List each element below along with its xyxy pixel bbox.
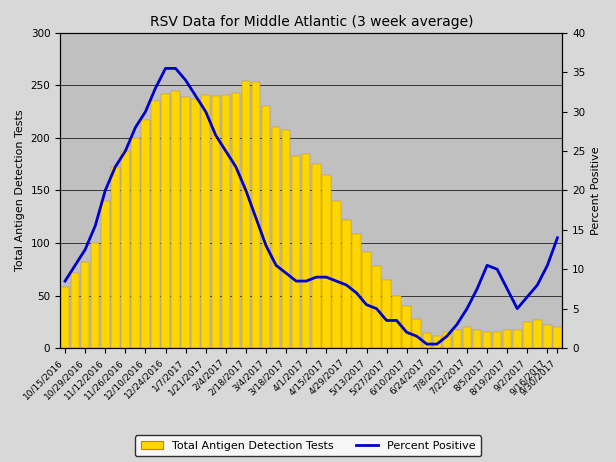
Y-axis label: Percent Positive: Percent Positive (591, 146, 601, 235)
Bar (61, 287, 70, 348)
Bar (302, 154, 310, 348)
Bar (81, 262, 89, 348)
Bar (282, 129, 290, 348)
Bar (453, 330, 461, 348)
Bar (493, 332, 501, 348)
Bar (232, 93, 240, 348)
Bar (211, 96, 220, 348)
Bar (423, 333, 431, 348)
Bar (533, 320, 541, 348)
Bar (131, 138, 140, 348)
Y-axis label: Total Antigen Detection Tests: Total Antigen Detection Tests (15, 109, 25, 271)
Bar (352, 234, 361, 348)
Bar (91, 243, 99, 348)
Bar (141, 120, 150, 348)
Bar (252, 82, 260, 348)
Bar (181, 97, 190, 348)
Bar (262, 106, 270, 348)
Bar (342, 220, 351, 348)
Bar (383, 280, 391, 348)
Bar (192, 99, 200, 348)
Bar (312, 164, 320, 348)
Bar (222, 95, 230, 348)
Bar (272, 128, 280, 348)
Bar (171, 91, 180, 348)
Bar (322, 175, 331, 348)
Bar (241, 81, 250, 348)
Bar (201, 95, 210, 348)
Bar (151, 101, 160, 348)
Title: RSV Data for Middle Atlantic (3 week average): RSV Data for Middle Atlantic (3 week ave… (150, 15, 473, 29)
Bar (292, 156, 301, 348)
Bar (101, 201, 110, 348)
Bar (372, 266, 381, 348)
Legend: Total Antigen Detection Tests, Percent Positive: Total Antigen Detection Tests, Percent P… (135, 435, 481, 456)
Bar (432, 336, 441, 348)
Bar (543, 325, 552, 348)
Bar (121, 151, 129, 348)
Bar (161, 94, 170, 348)
Bar (463, 327, 471, 348)
Bar (71, 274, 79, 348)
Bar (553, 327, 562, 348)
Bar (483, 332, 492, 348)
Bar (111, 167, 120, 348)
Bar (392, 296, 401, 348)
Bar (473, 330, 481, 348)
Bar (332, 201, 341, 348)
Bar (443, 332, 451, 348)
Bar (362, 252, 371, 348)
Bar (513, 330, 522, 348)
Bar (413, 319, 421, 348)
Bar (402, 306, 411, 348)
Bar (503, 330, 511, 348)
Bar (523, 322, 532, 348)
